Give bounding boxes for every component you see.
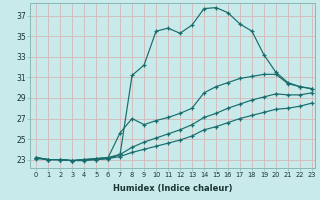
X-axis label: Humidex (Indice chaleur): Humidex (Indice chaleur)	[113, 184, 233, 193]
